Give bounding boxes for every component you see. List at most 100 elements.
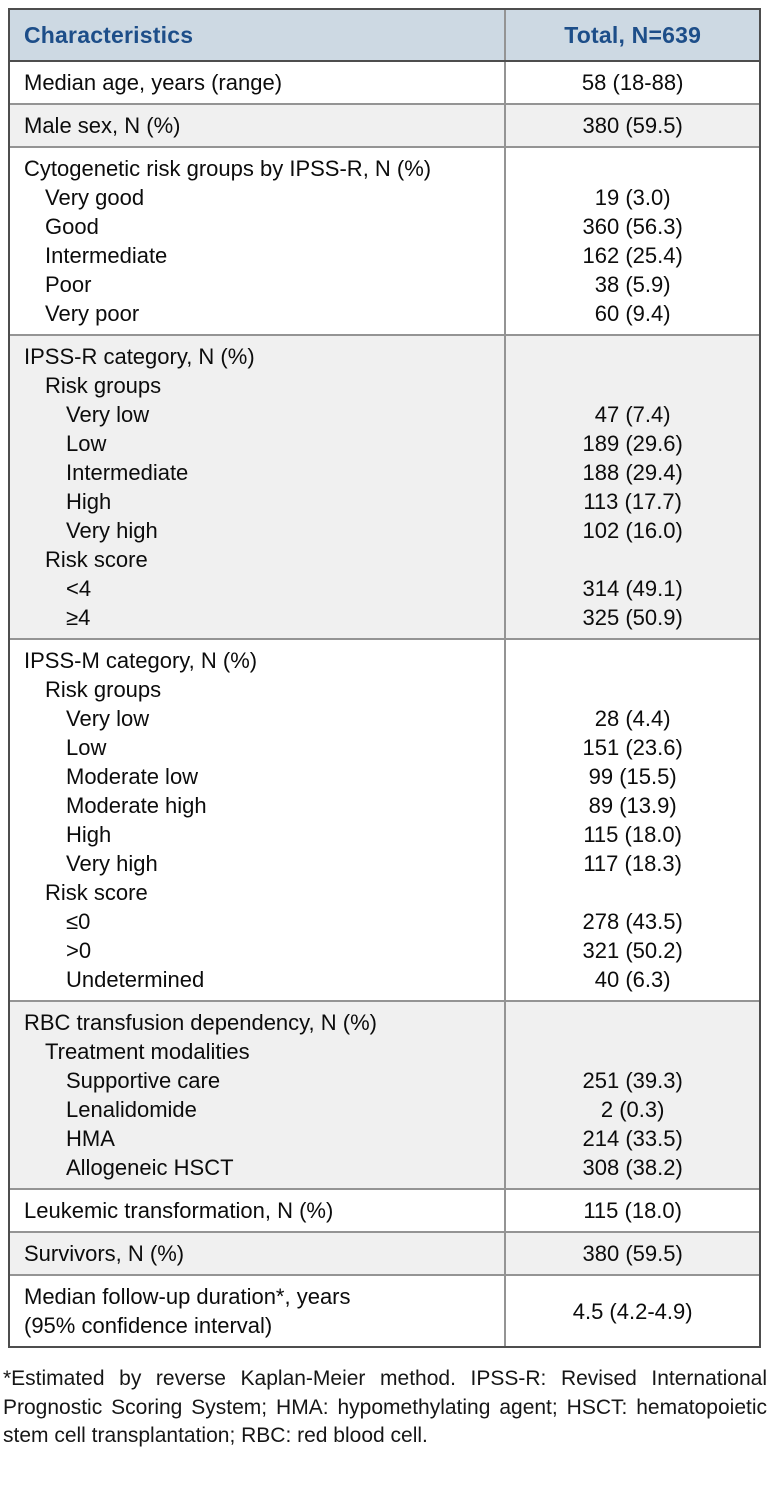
row-value: 113 (17.7) <box>583 489 682 514</box>
section-values: 19 (3.0) 360 (56.3) 162 (25.4) 38 (5.9) 60 (… <box>504 148 759 334</box>
section-values: 380 (59.5) <box>504 1233 759 1274</box>
row-label: Allogeneic HSCT <box>66 1155 234 1180</box>
section-values: 58 (18-88) <box>504 62 759 103</box>
row-value: 47 (7.4) <box>594 402 671 427</box>
table-section-leukemic-transformation: Leukemic transformation, N (%) 115 (18.0) <box>10 1188 759 1231</box>
table-section-ipss-m-category: IPSS-M category, N (%) Risk groups Very lo… <box>10 638 759 1000</box>
row-value: 278 (43.5) <box>582 909 683 934</box>
row-label: Risk groups <box>45 373 162 398</box>
row-value: 308 (38.2) <box>582 1155 683 1180</box>
row-label: Male sex, N (%) <box>24 113 181 138</box>
row-label: Good <box>45 214 99 239</box>
row-value: 115 (18.0) <box>583 1198 682 1223</box>
row-value: 115 (18.0) <box>583 822 682 847</box>
section-values: 28 (4.4) 151 (23.6) 99 (15.5) 89 (13.9) 115 … <box>504 640 759 1000</box>
row-label: Intermediate <box>45 243 168 268</box>
header-cell-characteristics: Characteristics <box>10 10 504 60</box>
row-value: 321 (50.2) <box>582 938 683 963</box>
table-body: Median age, years (range) 58 (18-88) Male … <box>10 62 759 1346</box>
row-label: Supportive care <box>66 1068 221 1093</box>
section-labels: IPSS-M category, N (%) Risk groups Very lo… <box>10 640 504 1000</box>
row-value: 40 (6.3) <box>594 967 671 992</box>
row-label: Poor <box>45 272 92 297</box>
row-value: 99 (15.5) <box>588 764 677 789</box>
section-values: 380 (59.5) <box>504 105 759 146</box>
row-label: Very high <box>66 851 158 876</box>
row-value: 314 (49.1) <box>582 576 683 601</box>
row-value: 117 (18.3) <box>583 851 682 876</box>
row-label: Low <box>66 735 107 760</box>
row-value: 4.5 (4.2-4.9) <box>572 1298 693 1324</box>
header-label-total: Total, N=639 <box>564 21 702 48</box>
row-label: Very poor <box>45 301 140 326</box>
header-cell-total: Total, N=639 <box>504 10 759 60</box>
row-label: ≥4 <box>66 605 91 630</box>
table-section-cytogenetic-risk-groups: Cytogenetic risk groups by IPSS-R, N (%)… <box>10 146 759 334</box>
row-value: 19 (3.0) <box>594 185 671 210</box>
row-label: Moderate low <box>66 764 199 789</box>
section-values: 115 (18.0) <box>504 1190 759 1231</box>
section-labels: Median follow-up duration*, years (95% co… <box>10 1276 504 1346</box>
row-label: IPSS-M category, N (%) <box>24 648 258 673</box>
row-value: 162 (25.4) <box>582 243 683 268</box>
section-values: 251 (39.3) 2 (0.3) 214 (33.5) 308 (38.2) <box>504 1002 759 1188</box>
row-value <box>506 154 759 183</box>
row-label: IPSS-R category, N (%) <box>24 344 255 369</box>
row-value: 38 (5.9) <box>594 272 671 297</box>
row-value <box>506 675 759 704</box>
row-value: 188 (29.4) <box>582 460 683 485</box>
row-value: 325 (50.9) <box>582 605 683 630</box>
table-section-survivors: Survivors, N (%) 380 (59.5) <box>10 1231 759 1274</box>
row-label: <4 <box>66 576 92 601</box>
section-labels: Male sex, N (%) <box>10 105 504 146</box>
header-label-characteristics: Characteristics <box>24 21 194 48</box>
row-value: 58 (18-88) <box>581 70 684 95</box>
row-value: 60 (9.4) <box>594 301 671 326</box>
table-section-rbc-transfusion-dependency: RBC transfusion dependency, N (%) Treatme… <box>10 1000 759 1188</box>
row-label: Risk score <box>45 547 148 572</box>
row-label: RBC transfusion dependency, N (%) <box>24 1010 377 1035</box>
row-label: Very good <box>45 185 145 210</box>
row-value: 251 (39.3) <box>582 1068 683 1093</box>
row-value: 102 (16.0) <box>582 518 683 543</box>
row-label: Very high <box>66 518 158 543</box>
row-label: Moderate high <box>66 793 207 818</box>
section-labels: Leukemic transformation, N (%) <box>10 1190 504 1231</box>
table-footnote: *Estimated by reverse Kaplan-Meier metho… <box>3 1367 767 1447</box>
row-label: Very low <box>66 402 150 427</box>
row-label: Treatment modalities <box>45 1039 250 1064</box>
section-values: 47 (7.4) 189 (29.6) 188 (29.4) 113 (17.7) 10… <box>504 336 759 638</box>
row-label: Leukemic transformation, N (%) <box>24 1198 334 1223</box>
section-labels: Survivors, N (%) <box>10 1233 504 1274</box>
row-label: Risk score <box>45 880 148 905</box>
table-section-median-age: Median age, years (range) 58 (18-88) <box>10 62 759 103</box>
row-label: High <box>66 822 112 847</box>
row-label: (95% confidence interval) <box>24 1313 273 1338</box>
row-label: Median age, years (range) <box>24 70 283 95</box>
section-labels: IPSS-R category, N (%) Risk groups Very lo… <box>10 336 504 638</box>
row-value <box>506 878 759 907</box>
section-labels: Cytogenetic risk groups by IPSS-R, N (%)… <box>10 148 504 334</box>
row-label: ≤0 <box>66 909 91 934</box>
row-label: Low <box>66 431 107 456</box>
row-label: Very low <box>66 706 150 731</box>
row-label: Undetermined <box>66 967 205 992</box>
section-values: 4.5 (4.2-4.9) <box>504 1276 759 1346</box>
row-value: 2 (0.3) <box>600 1097 665 1122</box>
row-label: HMA <box>66 1126 115 1151</box>
row-label: >0 <box>66 938 92 963</box>
row-label: Median follow-up duration*, years <box>24 1284 351 1309</box>
row-label: Cytogenetic risk groups by IPSS-R, N (%) <box>24 156 432 181</box>
row-value: 28 (4.4) <box>594 706 671 731</box>
row-label: Survivors, N (%) <box>24 1241 185 1266</box>
row-label: Risk groups <box>45 677 162 702</box>
row-value: 151 (23.6) <box>582 735 683 760</box>
row-value: 214 (33.5) <box>582 1126 683 1151</box>
row-value: 360 (56.3) <box>582 214 683 239</box>
row-value: 380 (59.5) <box>582 1241 683 1266</box>
row-value: 380 (59.5) <box>582 113 683 138</box>
row-value <box>506 1008 759 1037</box>
section-labels: RBC transfusion dependency, N (%) Treatme… <box>10 1002 504 1188</box>
row-value <box>506 646 759 675</box>
table-section-ipss-r-category: IPSS-R category, N (%) Risk groups Very lo… <box>10 334 759 638</box>
